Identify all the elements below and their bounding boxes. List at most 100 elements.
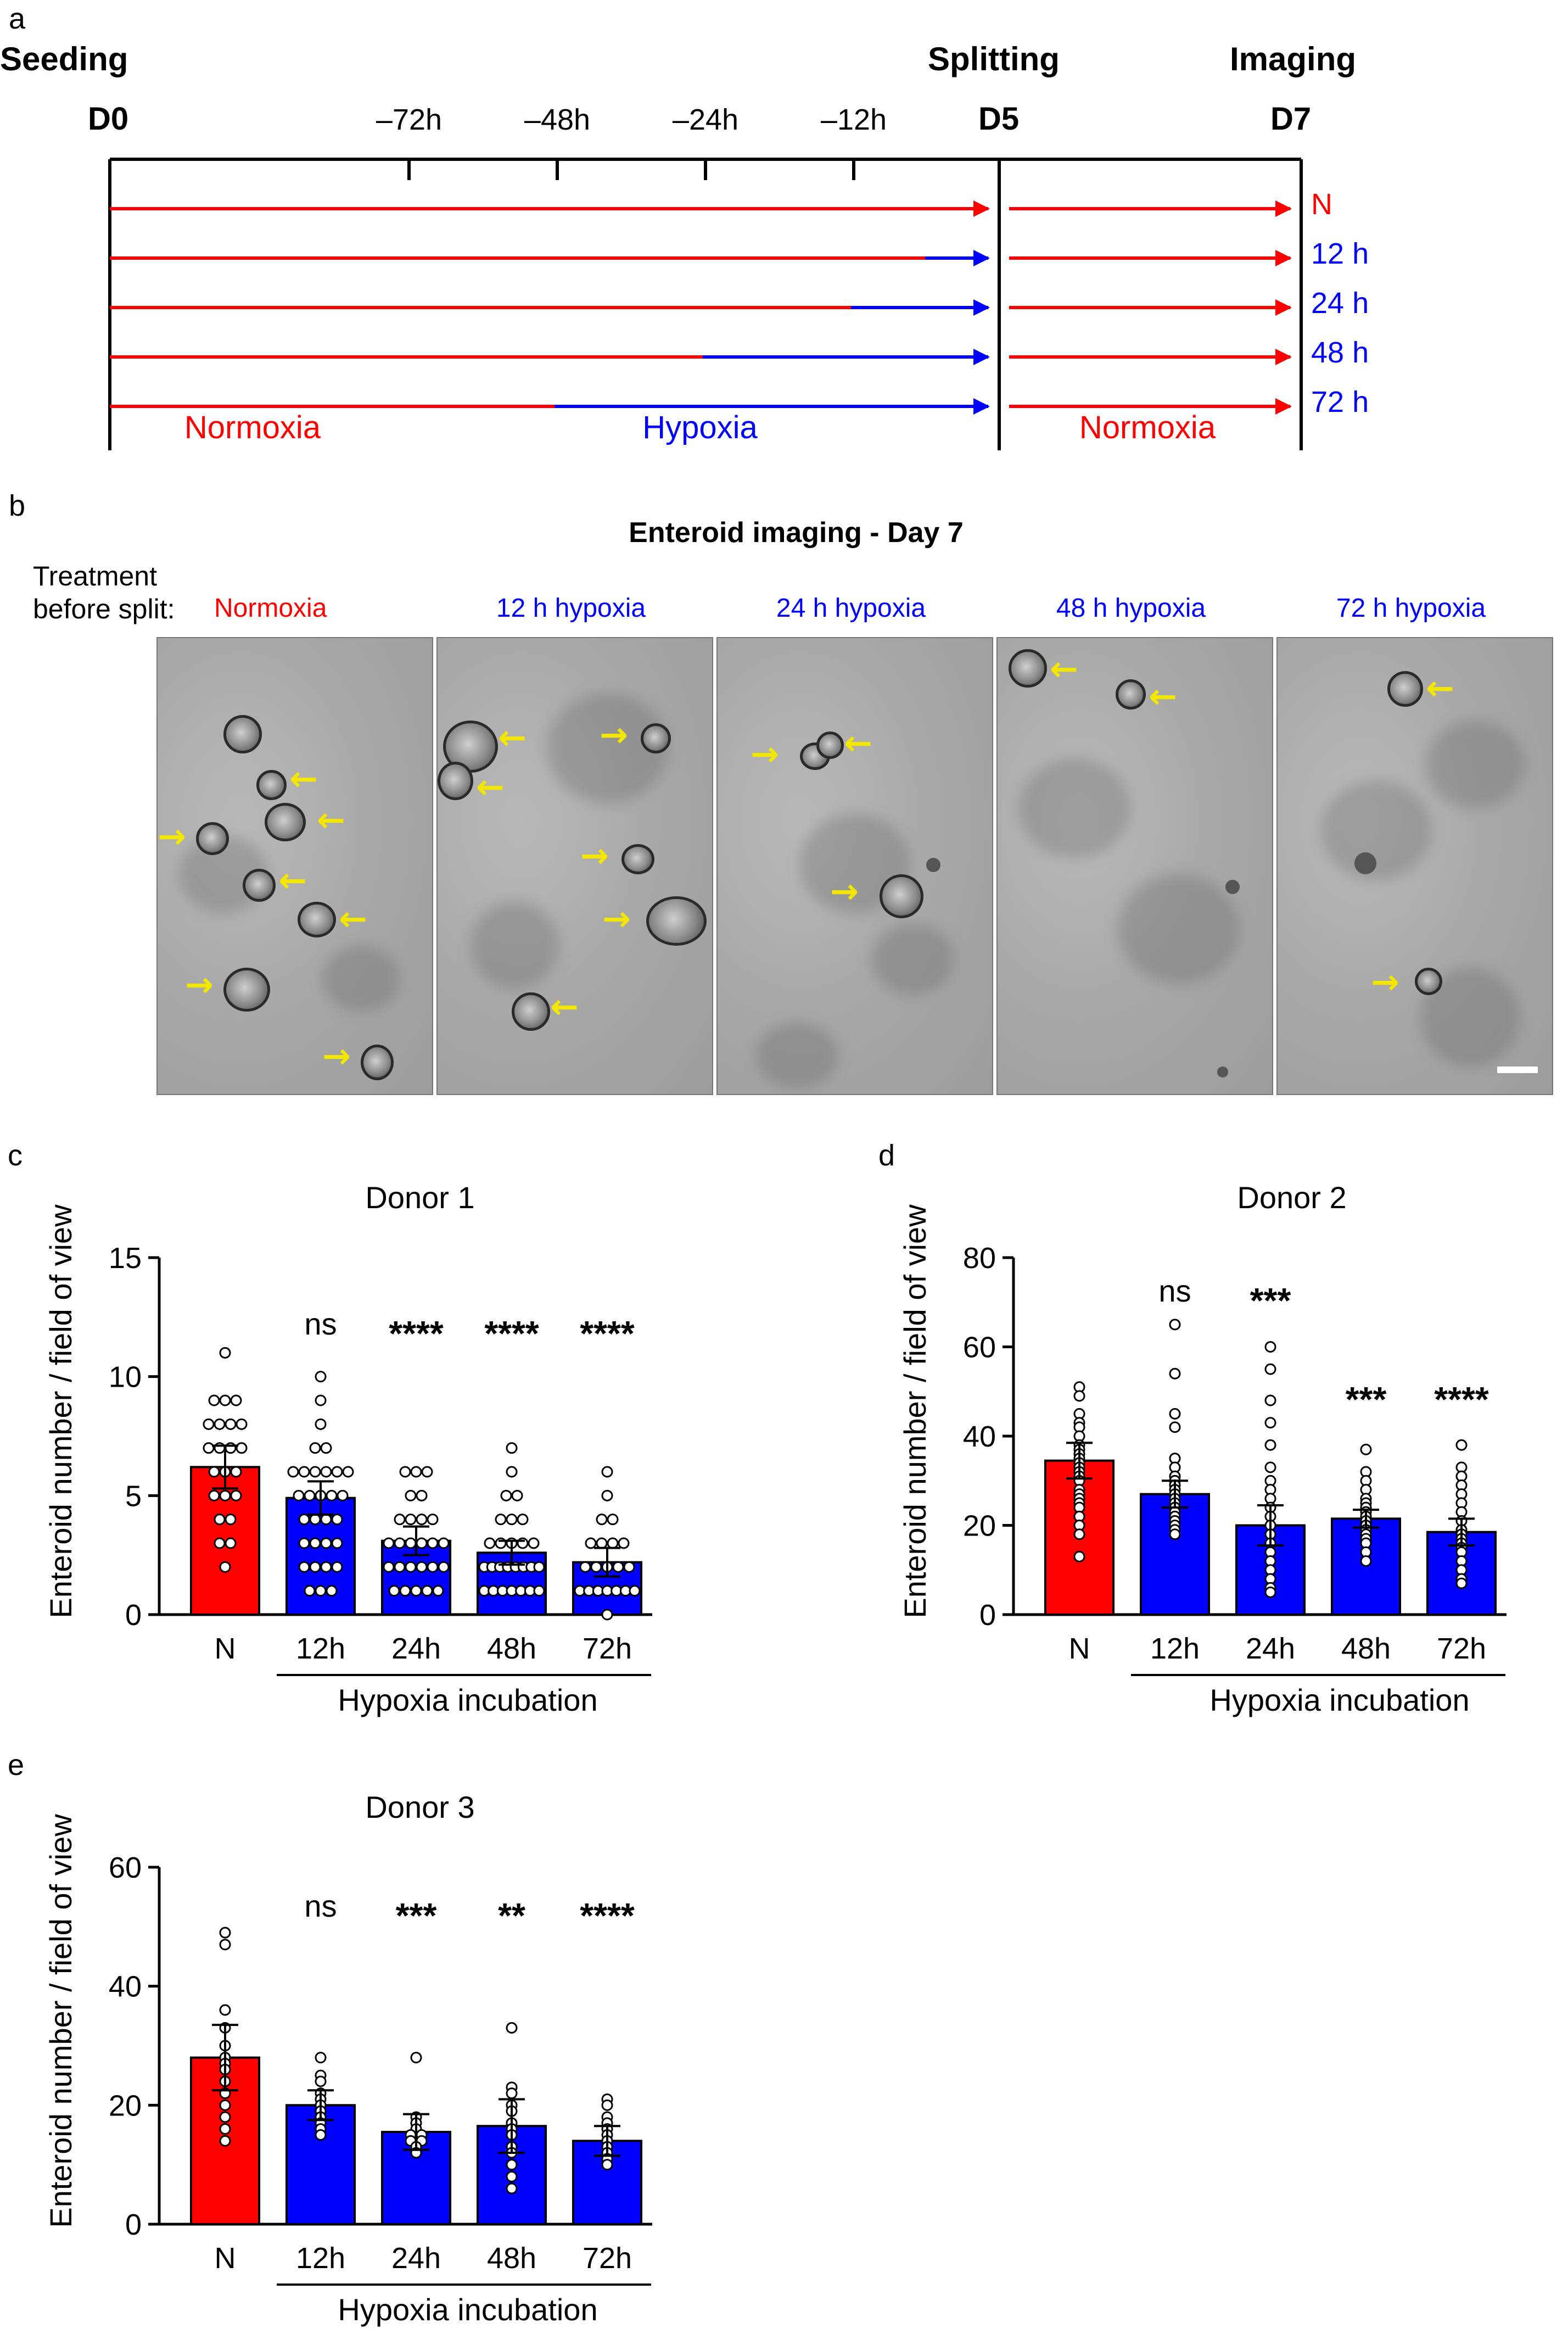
phase-imaging-label: Imaging (1230, 41, 1356, 77)
significance-label: ** (498, 1896, 525, 1935)
chart-body: 0 20 40 60 N 12h ns 24h *** 48h ** 72h **** (109, 1851, 652, 2286)
data-point (405, 1537, 417, 1549)
data-point (219, 1489, 231, 1501)
x-tick-label: N (215, 2242, 236, 2275)
data-point (1073, 1390, 1085, 1402)
data-point (304, 1489, 316, 1501)
x-tick-label: 48h (487, 2242, 536, 2275)
x-tick-label: 48h (487, 1632, 536, 1665)
data-point (320, 1561, 332, 1573)
organoid (816, 732, 844, 759)
data-point (607, 1537, 619, 1549)
data-point (230, 1394, 242, 1406)
data-point (309, 1537, 321, 1549)
data-point (320, 1442, 332, 1454)
data-point (1264, 1586, 1276, 1598)
data-point (219, 1927, 231, 1939)
y-tick-label: 10 (109, 1361, 142, 1394)
yellow-arrow-icon: ← (317, 800, 345, 840)
yellow-arrow-icon: ← (1050, 649, 1078, 689)
data-point (309, 1561, 321, 1573)
data-point (1169, 1408, 1181, 1420)
yellow-arrow-icon: ← (498, 717, 527, 757)
condition-title-12h: 12 h hypoxia (496, 594, 646, 623)
organoid (361, 1045, 394, 1080)
data-point (236, 1418, 248, 1430)
data-point (315, 1394, 327, 1406)
x-axis-label: Hypoxia incubation (338, 2292, 597, 2327)
y-axis-label: Enteroid number / field of view (898, 1204, 932, 1618)
data-point (315, 1371, 327, 1383)
data-point (298, 1561, 310, 1573)
data-point (315, 2129, 327, 2141)
x-tick-label: 12h (296, 2242, 345, 2275)
data-point (427, 1514, 439, 1526)
data-point (383, 1561, 395, 1573)
day-d5-label: D5 (978, 101, 1019, 137)
data-point (596, 1537, 608, 1549)
data-point (612, 1561, 624, 1573)
scale-bar (1497, 1067, 1538, 1073)
data-point (315, 1585, 327, 1597)
organoid (1415, 968, 1442, 995)
yellow-arrow-icon: → (580, 835, 609, 875)
data-point (506, 2087, 518, 2100)
data-point (517, 1514, 529, 1526)
y-tick-label: 0 (979, 1599, 996, 1632)
data-point (208, 1466, 220, 1478)
data-point (208, 1489, 220, 1501)
yellow-arrow-icon: → (830, 871, 859, 911)
data-point (506, 2182, 518, 2195)
data-point (214, 1537, 226, 1549)
yellow-arrow-icon: → (602, 898, 631, 939)
data-point (219, 1561, 231, 1573)
x-tick-label: 24h (1246, 1632, 1295, 1665)
organoid (265, 803, 306, 841)
data-point (230, 1489, 242, 1501)
organoid (641, 723, 671, 753)
x-tick-label: N (1069, 1632, 1090, 1665)
data-point (331, 1514, 343, 1526)
organoid (223, 968, 270, 1012)
data-point (225, 1514, 237, 1526)
chart-title: Donor 2 (1237, 1180, 1346, 1215)
x-tick-label: 12h (296, 1632, 345, 1665)
data-point (601, 2099, 613, 2111)
data-point (601, 1609, 613, 1621)
data-point (208, 1394, 220, 1406)
data-point (421, 1466, 433, 1478)
data-point (601, 1466, 613, 1478)
row-label-12h: 12 h (1311, 237, 1369, 270)
hypoxia-label: Hypoxia (642, 410, 758, 445)
organoid (1116, 679, 1146, 710)
chart-title: Donor 1 (365, 1180, 474, 1215)
timeline-panel: a Seeding Splitting Imaging D0 D5 D7 –72… (0, 2, 1369, 450)
data-point (383, 1537, 395, 1549)
data-point (1264, 1461, 1276, 1473)
data-point (219, 2004, 231, 2016)
data-point (293, 1489, 305, 1501)
data-point (331, 1537, 343, 1549)
data-point (405, 1489, 417, 1501)
significance-label: **** (1434, 1380, 1489, 1419)
data-point (1169, 1319, 1181, 1331)
organoid (621, 844, 654, 874)
data-point (427, 1561, 439, 1573)
condition-title-normoxia: Normoxia (214, 594, 327, 623)
data-point (219, 2111, 231, 2123)
data-point (601, 2159, 613, 2171)
data-point (214, 1418, 226, 1430)
imaging-title: Enteroid imaging - Day 7 (629, 517, 964, 549)
data-point (528, 1537, 540, 1549)
data-point (315, 2052, 327, 2064)
data-point (405, 1561, 417, 1573)
data-point (315, 1418, 327, 1430)
organoid (223, 715, 262, 753)
data-point (320, 1466, 332, 1478)
yellow-arrow-icon: ← (289, 758, 318, 799)
data-point (1455, 1439, 1468, 1451)
data-point (1360, 1555, 1372, 1567)
significance-label: ns (304, 1889, 337, 1923)
data-point (1073, 1550, 1085, 1562)
x-axis-label: Hypoxia incubation (1209, 1683, 1469, 1717)
